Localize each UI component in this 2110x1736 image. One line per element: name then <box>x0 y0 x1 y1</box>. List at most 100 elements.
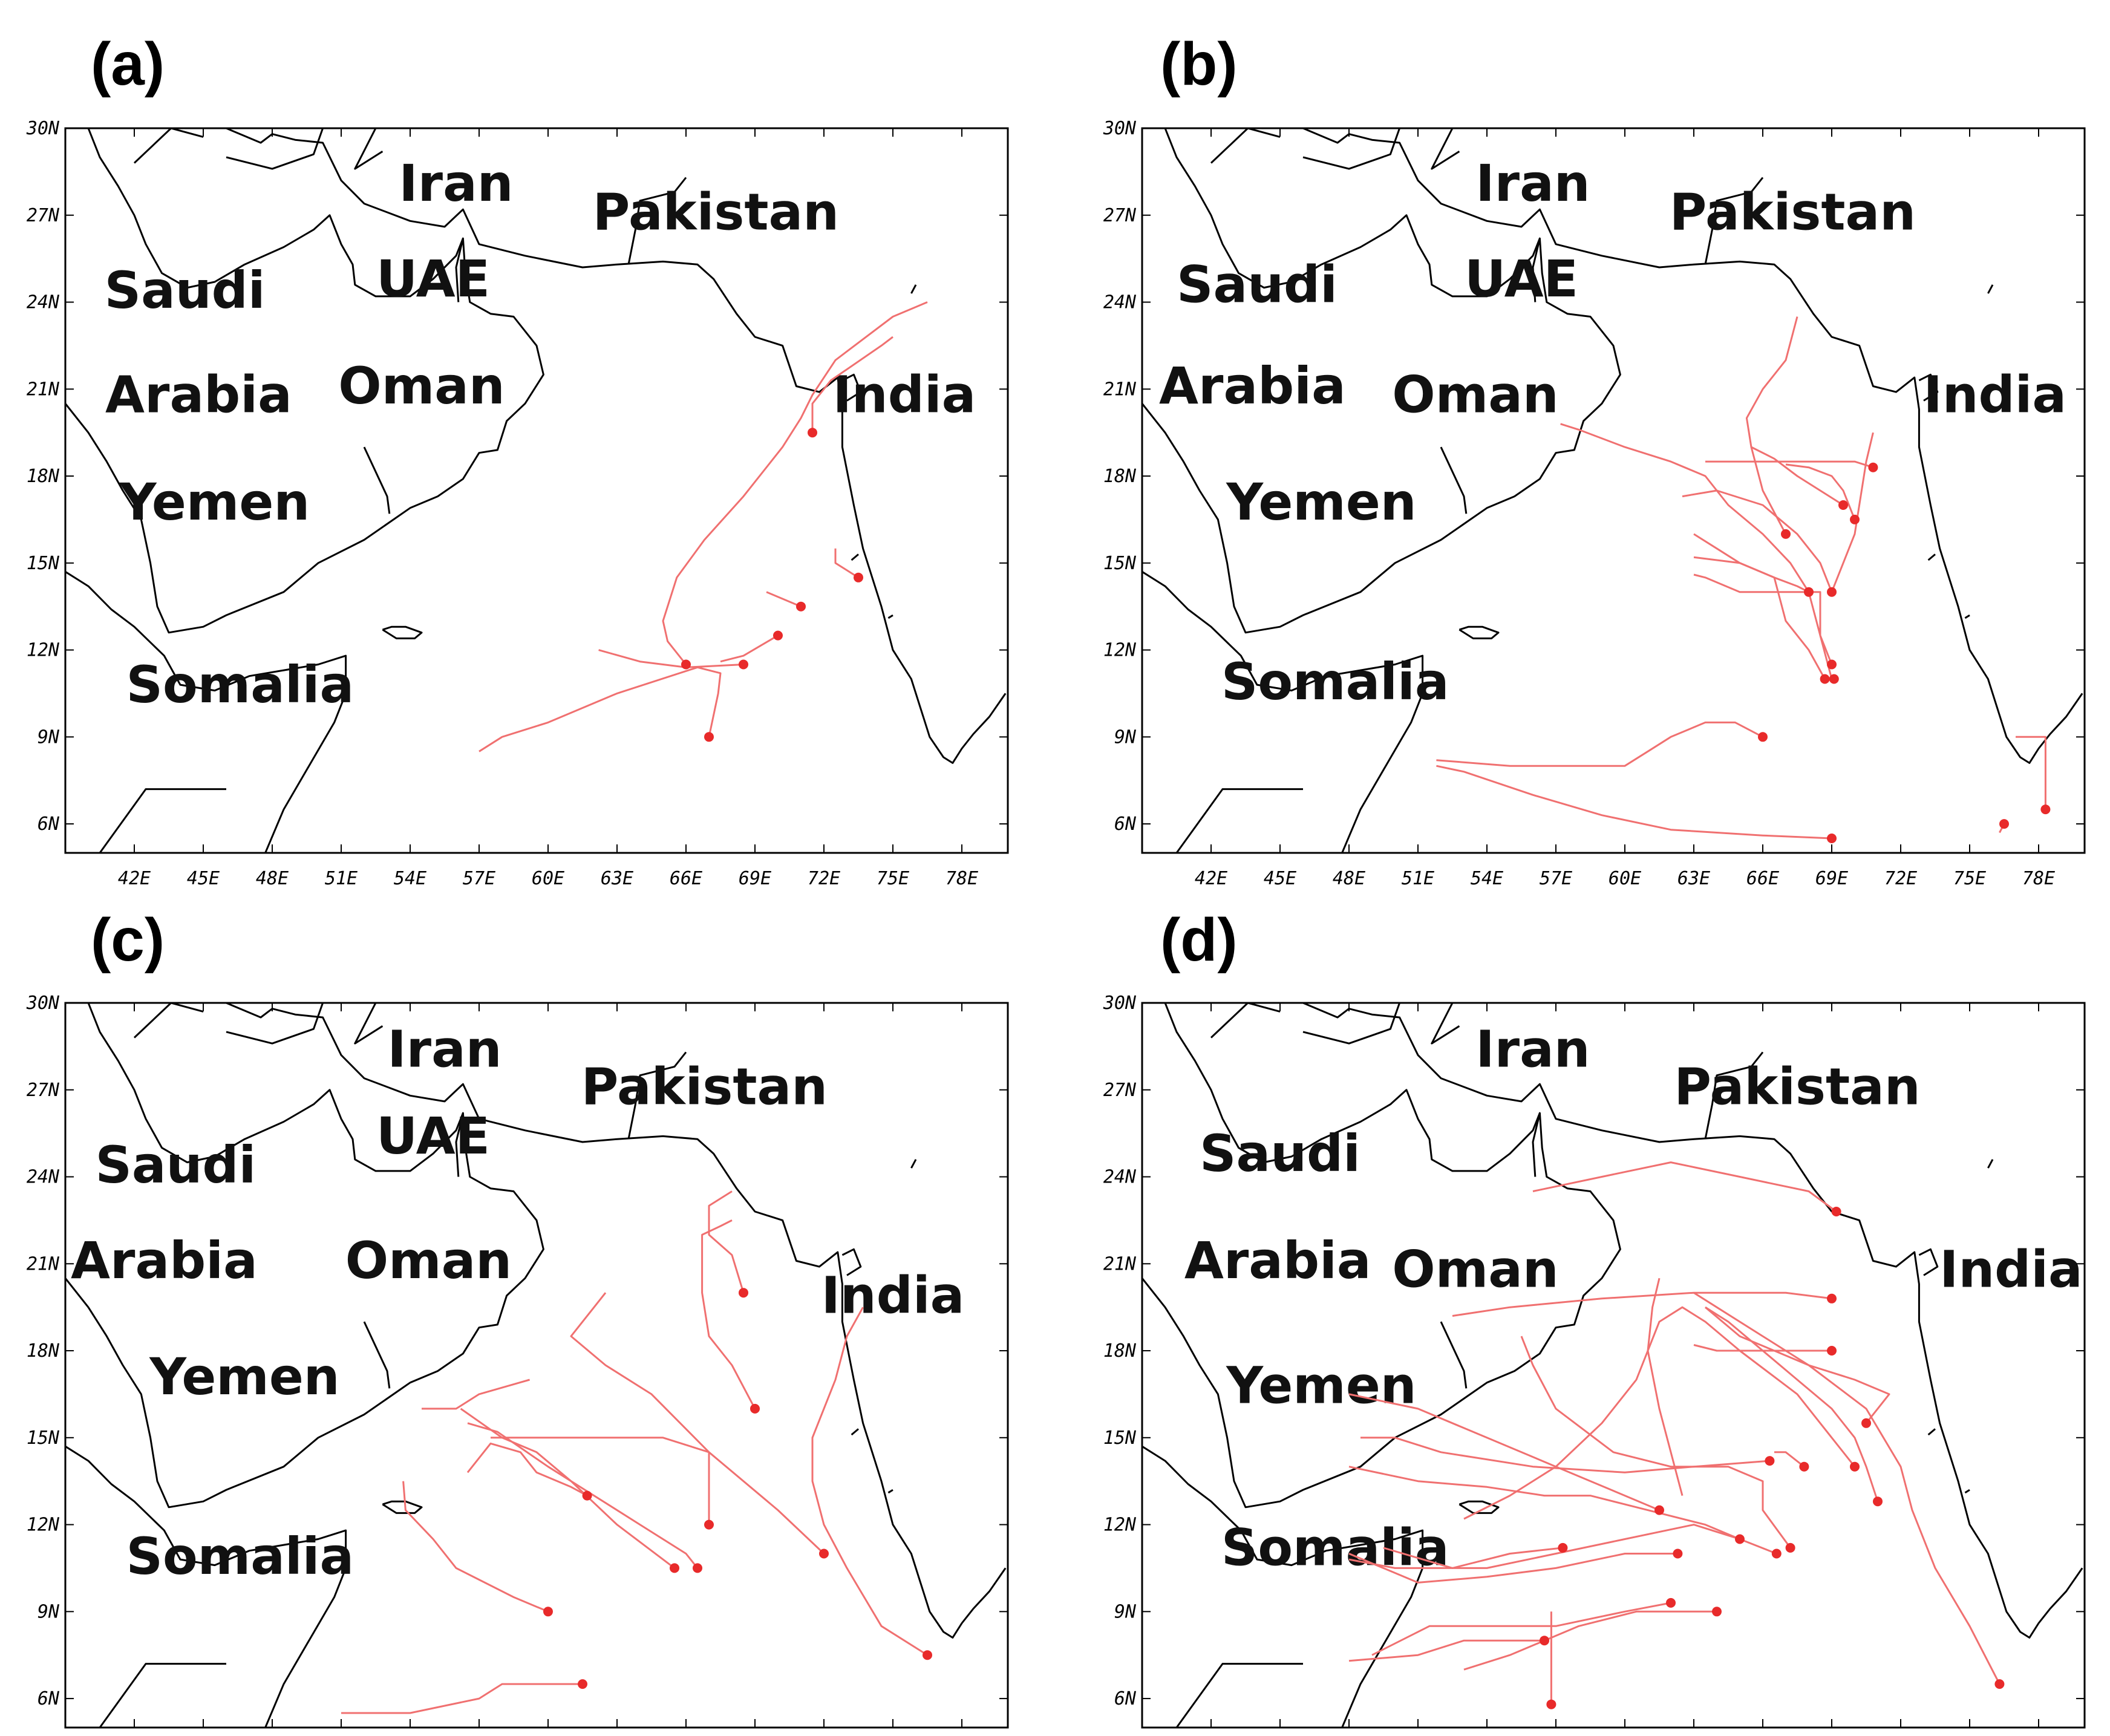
country-label-yemen: Yemen <box>149 1347 339 1406</box>
lon-tick-label: 66E <box>670 868 702 889</box>
border-line <box>1440 1321 1468 1389</box>
cyclone-track <box>1705 1306 1879 1502</box>
country-label-somalia: Somalia <box>126 1527 354 1586</box>
lat-tick-label: 9N <box>38 726 60 748</box>
cyclone-track <box>1348 1639 1544 1662</box>
lon-tick-label: 54E <box>1471 868 1503 889</box>
lat-tick-label: 15N <box>27 553 60 574</box>
genesis-point <box>578 1679 587 1689</box>
lat-tick-label: 30N <box>26 118 60 139</box>
island-outline <box>1964 614 1970 619</box>
country-label-iran: Iran <box>1475 1019 1590 1078</box>
country-label-uae: UAE <box>376 1106 490 1166</box>
lon-tick-label: 54E <box>394 868 426 889</box>
genesis-point <box>819 1548 829 1559</box>
lat-tick-label: 18N <box>1103 466 1137 487</box>
lon-tick-label: 69E <box>739 868 771 889</box>
country-label-oman: Oman <box>345 1231 512 1290</box>
country-label-saudi: Saudi <box>1177 255 1338 315</box>
coastline-mainland <box>1188 128 2083 764</box>
country-label-arabia: Arabia <box>71 1231 258 1290</box>
country-label-pakistan: Pakistan <box>1670 183 1916 242</box>
country-label-saudi: Saudi <box>105 261 266 320</box>
panels-root: (a) Iran Pakistan Saudi UAE Arabia Oman India Ye… <box>26 30 2086 1729</box>
country-label-iran: Iran <box>399 154 513 213</box>
genesis-point <box>1558 1542 1568 1553</box>
country-label-saudi: Saudi <box>95 1135 256 1195</box>
map-frame <box>1141 127 2086 854</box>
country-label-yemen: Yemen <box>1226 1356 1416 1415</box>
coastline-socotra <box>1458 625 1500 639</box>
lon-tick-label: 60E <box>532 868 564 889</box>
country-label-somalia: Somalia <box>126 655 354 714</box>
lat-tick-label: 9N <box>38 1601 60 1622</box>
genesis-point <box>670 1563 679 1573</box>
genesis-point <box>1850 1461 1860 1472</box>
genesis-point <box>1831 1207 1841 1216</box>
cyclone-track <box>1693 533 1826 680</box>
country-label-yemen: Yemen <box>119 472 310 532</box>
lat-tick-label: 27N <box>27 205 60 226</box>
cyclone-track <box>1520 1336 1791 1548</box>
lat-tick-label: 6N <box>1114 814 1137 835</box>
border-line <box>133 128 204 164</box>
island-outline <box>910 284 917 294</box>
genesis-point <box>2040 804 2051 815</box>
border-line <box>226 1003 324 1045</box>
lat-tick-label: 24N <box>1103 292 1137 313</box>
border-line <box>1532 1112 1541 1177</box>
cyclone-track <box>341 1683 583 1714</box>
cyclone-track <box>1348 1524 1777 1569</box>
coastline-arabia <box>65 1003 544 1509</box>
island-outline <box>1918 1248 1939 1276</box>
country-label-india: India <box>833 365 976 425</box>
country-label-iran: Iran <box>387 1019 501 1078</box>
coastline-gulf-of-aden-box <box>99 1663 226 1728</box>
island-outline <box>851 1428 859 1436</box>
genesis-point <box>1827 834 1837 843</box>
genesis-point <box>1829 674 1839 684</box>
genesis-point <box>1712 1607 1722 1617</box>
lat-tick-label: 21N <box>1103 379 1137 400</box>
cyclone-track <box>708 1190 745 1293</box>
lat-tick-label: 27N <box>27 1080 60 1101</box>
border-line <box>1210 128 1281 164</box>
cyclone-track <box>1682 489 1833 593</box>
cyclone-track <box>1452 1291 1832 1317</box>
coastline-arabia <box>1142 128 1621 634</box>
coastline-mainland <box>111 1003 1007 1639</box>
genesis-point <box>543 1607 553 1617</box>
lat-tick-label: 18N <box>27 1340 60 1362</box>
country-label-uae: UAE <box>376 249 490 308</box>
lat-tick-label: 15N <box>27 1428 60 1449</box>
genesis-point <box>1827 1346 1837 1356</box>
island-outline <box>851 553 859 561</box>
lon-tick-label: 42E <box>118 868 151 889</box>
coastline-arabia <box>1142 1003 1621 1509</box>
lon-tick-label: 63E <box>601 868 633 889</box>
map-frame <box>64 1002 1009 1729</box>
country-label-pakistan: Pakistan <box>581 1057 828 1117</box>
border-line <box>354 128 384 170</box>
genesis-point <box>1827 1293 1837 1304</box>
cyclone-track <box>1751 446 1844 506</box>
lon-tick-label: 78E <box>2022 868 2055 889</box>
lat-tick-label: 18N <box>1103 1340 1137 1362</box>
genesis-point <box>704 1519 714 1530</box>
border-line <box>363 1321 391 1389</box>
lat-tick-label: 18N <box>27 466 60 487</box>
island-outline <box>841 373 862 402</box>
country-label-uae: UAE <box>1465 249 1578 308</box>
cyclone-track <box>491 1437 710 1525</box>
lat-tick-label: 6N <box>1114 1688 1137 1709</box>
lon-tick-label: 60E <box>1609 868 1641 889</box>
map-frame <box>1141 1002 2086 1729</box>
genesis-point <box>1654 1505 1664 1515</box>
cyclone-track <box>1532 1161 1837 1213</box>
lat-tick-label: 9N <box>1114 726 1137 748</box>
cyclone-track <box>1463 1306 1856 1520</box>
border-line <box>1431 128 1460 170</box>
genesis-point <box>1838 500 1848 510</box>
country-label-india: India <box>821 1266 965 1325</box>
